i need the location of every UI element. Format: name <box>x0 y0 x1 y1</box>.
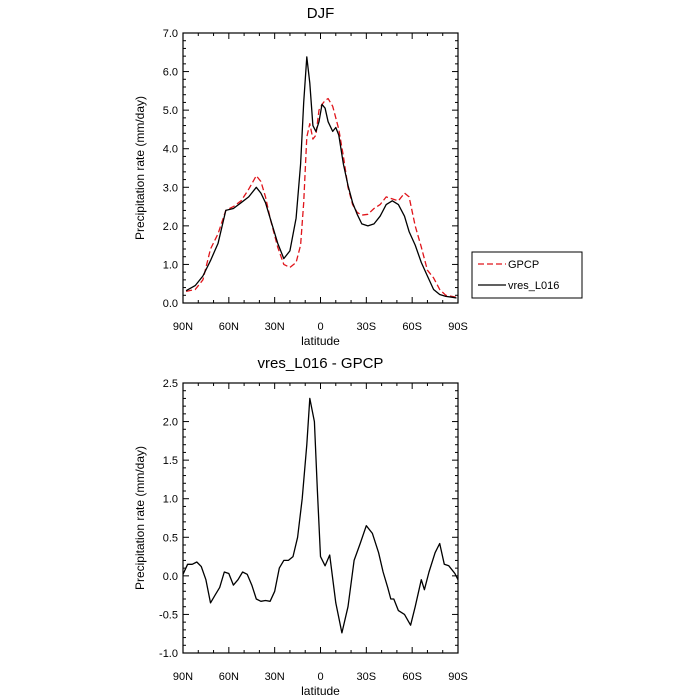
x-tick-label: 60S <box>402 321 422 333</box>
x-tick-label: 60N <box>219 671 239 683</box>
chart-panel-1: DJF 0.0 1.0 2.0 3.0 4.0 5.0 6.0 7.0 90N 60N 30N 0 30S… <box>133 5 583 348</box>
x-tick-label: 60S <box>402 671 422 683</box>
y-tick-label: -0.5 <box>159 609 178 621</box>
y-tick-label: 0.0 <box>163 298 178 310</box>
y-tick-label: 2.0 <box>163 417 178 429</box>
x-axis-label: latitude <box>301 334 340 348</box>
y-tick-label: 0.0 <box>163 571 178 583</box>
plot-frame <box>182 32 459 304</box>
legend-label: vres_L016 <box>508 280 559 292</box>
y-tick-label: 1.0 <box>163 494 178 506</box>
x-tick-label: 90S <box>448 321 468 333</box>
legend-box <box>471 251 583 299</box>
x-tick-label: 0 <box>317 321 323 333</box>
x-axis-label: latitude <box>301 684 340 698</box>
x-tick-label: 90S <box>448 671 468 683</box>
y-tick-label: 1.0 <box>163 259 178 271</box>
y-tick-label: 0.5 <box>163 532 178 544</box>
series-line-gpcp <box>185 97 457 298</box>
x-tick-label: 90N <box>173 671 193 683</box>
plot-frame <box>182 382 459 654</box>
y-axis-label: Precipitation rate (mm/day) <box>133 96 147 240</box>
series-line-vres-l016-gpcp <box>182 397 459 634</box>
chart-panel-2: vres_L016 - GPCP -1.0 -0.5 0.0 0.5 1.0 1.5 2.0 2… <box>133 355 468 698</box>
y-tick-label: 6.0 <box>163 67 178 79</box>
y-tick-label: 7.0 <box>163 28 178 40</box>
chart-title: DJF <box>307 5 335 22</box>
chart-title: vres_L016 - GPCP <box>258 355 384 372</box>
y-tick-label: 1.5 <box>163 455 178 467</box>
x-tick-label: 90N <box>173 321 193 333</box>
x-tick-label: 0 <box>317 671 323 683</box>
x-tick-label: 30S <box>357 671 377 683</box>
y-tick-label: 2.5 <box>163 378 178 390</box>
x-tick-label: 60N <box>219 321 239 333</box>
y-tick-label: 4.0 <box>163 144 178 156</box>
y-axis-label: Precipitation rate (mm/day) <box>133 446 147 590</box>
legend-label: GPCP <box>508 259 539 271</box>
y-tick-label: 3.0 <box>163 182 178 194</box>
x-tick-label: 30S <box>357 321 377 333</box>
series-line-vres-l016 <box>185 56 457 299</box>
y-tick-label: -1.0 <box>159 648 178 660</box>
x-tick-label: 30N <box>265 671 285 683</box>
x-tick-label: 30N <box>265 321 285 333</box>
y-tick-label: 5.0 <box>163 105 178 117</box>
y-tick-label: 2.0 <box>163 221 178 233</box>
legend: GPCP vres_L016 <box>471 251 583 299</box>
